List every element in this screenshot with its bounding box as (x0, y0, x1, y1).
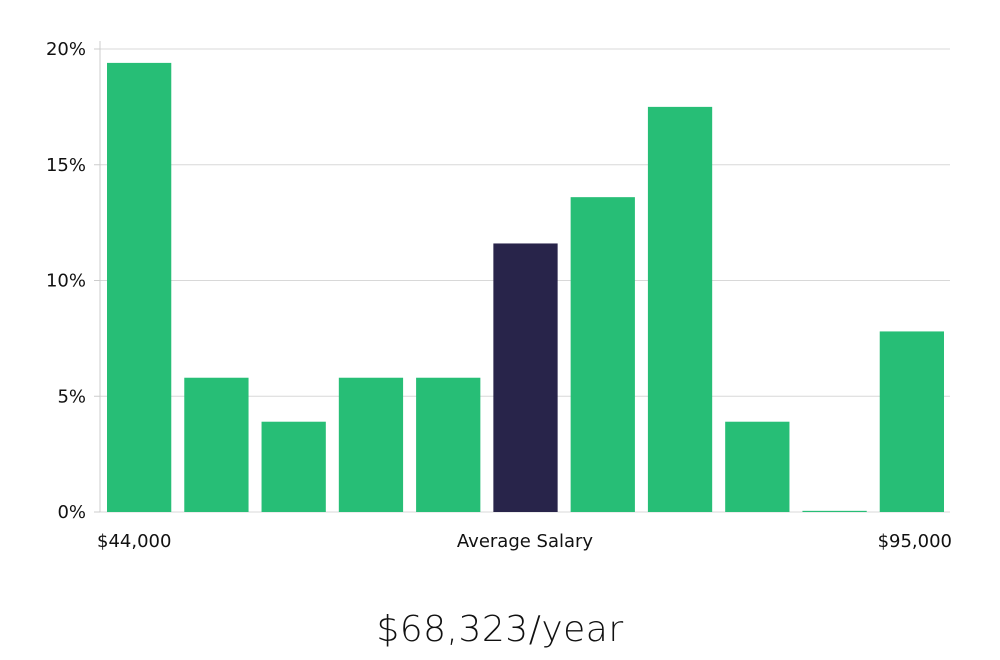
bar-average-salary (493, 243, 558, 512)
bars-layer (107, 62, 944, 512)
salary-histogram-chart: 0% 5% 10% 15% 20% $44,000 Average Salary $95… (46, 39, 952, 552)
y-tick-label: 5% (57, 386, 86, 407)
bar (725, 421, 790, 512)
y-tick-label: 20% (46, 39, 86, 60)
x-label-max: $95,000 (878, 531, 952, 552)
bar (647, 106, 713, 512)
bar (261, 421, 326, 512)
y-tick-label: 0% (57, 502, 86, 523)
bar (184, 377, 249, 512)
y-axis-ticks: 0% 5% 10% 15% 20% (46, 39, 100, 523)
y-tick-label: 10% (46, 271, 86, 292)
x-label-average-salary: Average Salary (457, 531, 594, 552)
average-salary-headline: $68,323/year (376, 609, 624, 650)
bar (338, 377, 404, 512)
y-tick-label: 15% (46, 155, 86, 176)
bar (416, 377, 481, 512)
bar (107, 62, 172, 512)
bar (802, 510, 867, 512)
bar (570, 197, 635, 512)
x-label-min: $44,000 (97, 531, 171, 552)
bar (879, 331, 944, 512)
